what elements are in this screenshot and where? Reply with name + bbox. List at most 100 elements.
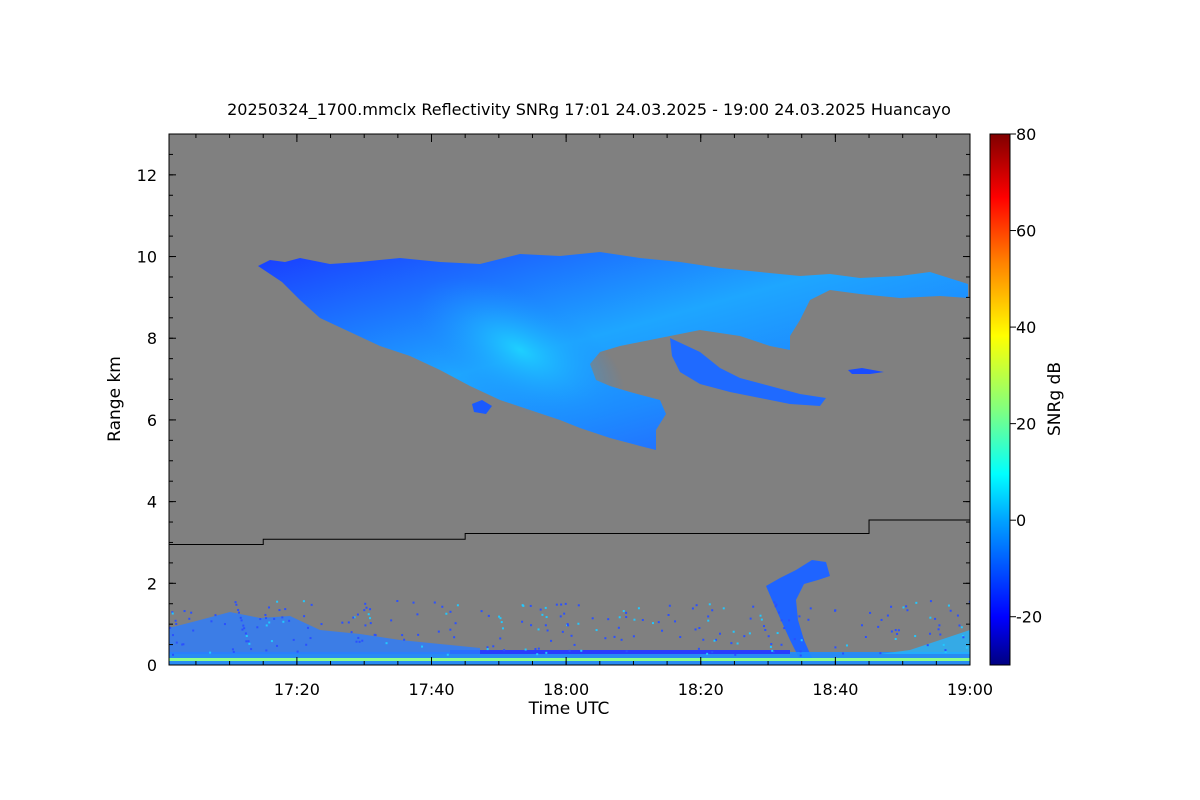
surface-clutter <box>169 612 970 665</box>
noise-speckle <box>546 629 549 632</box>
noise-speckle <box>367 613 370 616</box>
noise-speckle <box>560 603 563 606</box>
noise-speckle <box>694 628 697 631</box>
noise-speckle <box>622 610 625 613</box>
noise-speckle <box>247 640 250 643</box>
noise-speckle <box>445 612 448 615</box>
noise-speckle <box>679 636 682 639</box>
y-tick-label: 8 <box>147 329 157 348</box>
noise-speckle <box>306 626 309 629</box>
noise-speckle <box>235 603 238 606</box>
noise-speckle <box>767 635 770 638</box>
cloud-blob-left <box>472 400 492 414</box>
noise-speckle <box>564 602 567 605</box>
noise-speckle <box>268 606 271 609</box>
noise-speckle <box>486 648 489 651</box>
noise-speckle <box>396 600 399 603</box>
noise-speckle <box>374 634 377 637</box>
noise-speckle <box>288 619 291 622</box>
noise-speckle <box>265 649 268 652</box>
noise-speckle <box>637 607 640 610</box>
noise-speckle <box>403 638 406 641</box>
noise-speckle <box>961 634 964 637</box>
noise-speckle <box>864 635 867 638</box>
noise-speckle <box>698 627 701 630</box>
clutter-left <box>169 612 480 654</box>
y-tick-label: 4 <box>147 493 157 512</box>
noise-speckle <box>960 626 963 629</box>
noise-speckle <box>530 624 533 627</box>
noise-speckle <box>270 640 273 643</box>
noise-speckle <box>487 614 490 617</box>
noise-speckle <box>241 628 244 631</box>
noise-speckle <box>667 613 670 616</box>
noise-speckle <box>244 632 247 635</box>
noise-speckle <box>268 621 271 624</box>
noise-speckle <box>499 617 502 620</box>
noise-speckle <box>175 622 178 625</box>
noise-speckle <box>355 640 358 643</box>
noise-speckle <box>242 624 245 627</box>
noise-speckle <box>674 620 677 623</box>
noise-speckle <box>944 650 947 653</box>
noise-speckle <box>929 616 932 619</box>
noise-speckle <box>223 623 226 626</box>
noise-speckle <box>762 625 765 628</box>
y-tick-label: 0 <box>147 656 157 675</box>
noise-speckle <box>296 650 299 653</box>
noise-speckle <box>310 603 313 606</box>
noise-speckle <box>169 626 172 629</box>
noise-speckle <box>734 653 737 656</box>
noise-speckle <box>651 622 654 625</box>
noise-speckle <box>956 614 959 617</box>
noise-speckle <box>886 614 889 617</box>
noise-speckle <box>937 628 940 631</box>
noise-speckle <box>563 612 566 615</box>
noise-speckle <box>320 623 323 626</box>
noise-speckle <box>618 616 621 619</box>
noise-speckle <box>416 613 419 616</box>
noise-speckle <box>341 621 344 624</box>
noise-speckle <box>772 650 775 653</box>
noise-speckle <box>259 618 262 621</box>
noise-speckle <box>788 619 791 622</box>
noise-speckle <box>707 615 710 618</box>
noise-speckle <box>711 609 714 612</box>
noise-speckle <box>545 651 548 654</box>
noise-speckle <box>897 629 900 632</box>
boundary-line <box>169 519 970 546</box>
noise-speckle <box>353 616 356 619</box>
noise-speckle <box>273 617 276 620</box>
noise-speckle <box>958 624 961 627</box>
noise-speckle <box>632 635 635 638</box>
noise-speckle <box>749 617 752 620</box>
cloud-core <box>415 277 625 423</box>
noise-speckle <box>722 607 725 610</box>
noise-speckle <box>182 643 185 646</box>
noise-speckle <box>537 647 540 650</box>
noise-speckle <box>774 605 777 608</box>
noise-speckle <box>171 612 174 615</box>
noise-speckle <box>245 640 248 643</box>
noise-speckle <box>541 613 544 616</box>
noise-speckle <box>544 606 547 609</box>
noise-speckle <box>780 643 783 646</box>
noise-speckle <box>437 630 440 633</box>
colorbar-tick-label: -20 <box>1016 608 1042 627</box>
noise-speckle <box>620 638 623 641</box>
noise-speckle <box>944 649 947 652</box>
noise-speckle <box>356 613 359 616</box>
noise-speckle <box>534 647 537 650</box>
noise-speckle <box>799 654 802 657</box>
noise-speckle <box>537 628 540 631</box>
noise-speckle <box>890 630 893 633</box>
noise-speckle <box>358 640 361 643</box>
noise-speckle <box>591 617 594 620</box>
noise-speckle <box>759 614 762 617</box>
x-tick-label: 18:20 <box>678 680 724 699</box>
noise-speckle <box>292 638 295 641</box>
noise-speckle <box>845 644 848 647</box>
colorbar: -20 0 20 40 60 80 SNRg dB <box>989 125 1065 666</box>
noise-speckle <box>276 600 279 603</box>
noise-speckle <box>385 642 388 645</box>
